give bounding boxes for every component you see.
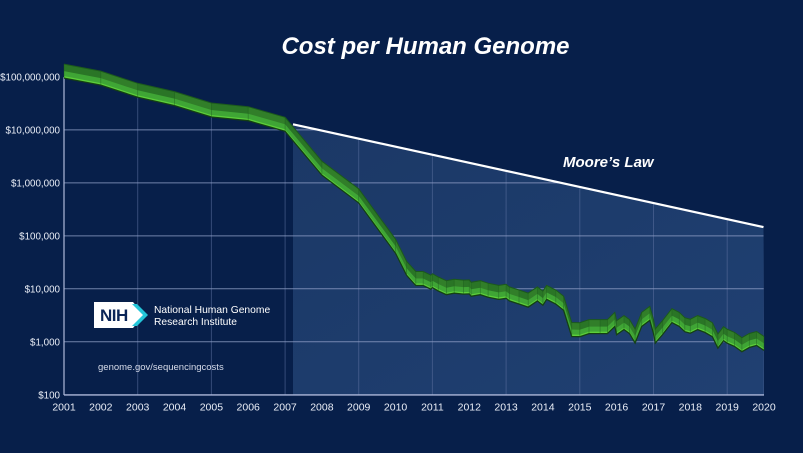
svg-text:$1,000,000: $1,000,000 [11, 178, 61, 189]
svg-text:2011: 2011 [421, 402, 444, 414]
svg-text:$100,000: $100,000 [19, 231, 60, 242]
svg-text:2014: 2014 [531, 402, 555, 414]
svg-text:$100: $100 [38, 390, 60, 401]
svg-text:NIH: NIH [100, 306, 128, 325]
svg-text:2020: 2020 [752, 402, 776, 414]
svg-text:2018: 2018 [679, 402, 703, 414]
svg-text:2007: 2007 [273, 402, 297, 414]
svg-text:2019: 2019 [716, 402, 740, 414]
svg-text:$100,000,000: $100,000,000 [0, 73, 60, 84]
svg-text:2008: 2008 [310, 402, 334, 414]
svg-text:2012: 2012 [458, 402, 482, 414]
svg-text:2001: 2001 [52, 402, 76, 414]
svg-text:$1,000: $1,000 [30, 337, 61, 348]
svg-text:$10,000: $10,000 [25, 284, 61, 295]
svg-text:2013: 2013 [494, 402, 518, 414]
svg-text:2003: 2003 [126, 402, 150, 414]
svg-text:2006: 2006 [237, 402, 261, 414]
svg-text:2002: 2002 [89, 402, 113, 414]
svg-text:National Human Genome: National Human Genome [154, 305, 270, 316]
svg-text:2005: 2005 [200, 402, 224, 414]
svg-text:Research Institute: Research Institute [154, 317, 237, 328]
svg-text:2017: 2017 [642, 402, 666, 414]
svg-text:2016: 2016 [605, 402, 629, 414]
svg-text:2009: 2009 [347, 402, 371, 414]
svg-text:2010: 2010 [384, 402, 408, 414]
svg-text:2004: 2004 [163, 402, 187, 414]
svg-text:2015: 2015 [568, 402, 592, 414]
svg-text:$10,000,000: $10,000,000 [6, 125, 61, 136]
